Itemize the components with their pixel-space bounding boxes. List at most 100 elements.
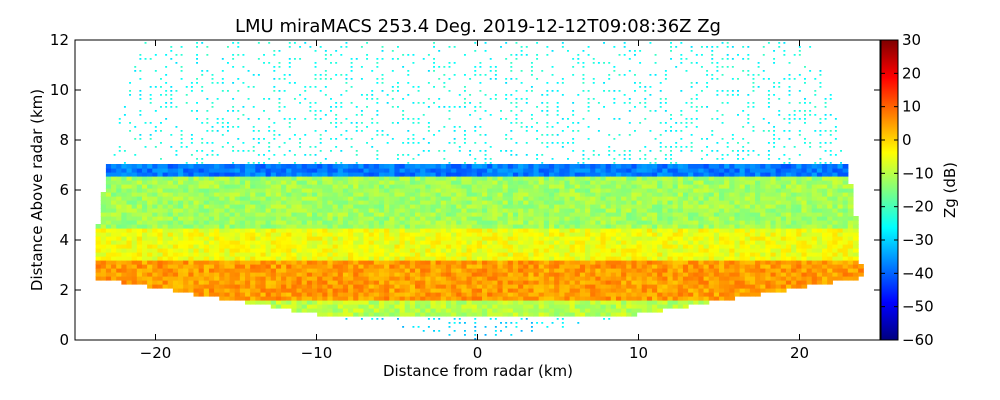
- heatmap-cell-4880: [654, 62, 657, 64]
- heatmap-cell-1583: [299, 102, 302, 104]
- heatmap-cell-3902: [546, 102, 549, 104]
- heatmap-cell-3402: [492, 176, 499, 181]
- heatmap-cell-4565: [621, 296, 627, 301]
- heatmap-cell-813: [208, 224, 215, 229]
- heatmap-cell-2672: [415, 172, 421, 177]
- heatmap-cell-2866: [438, 130, 441, 132]
- heatmap-cell-2378: [384, 216, 390, 221]
- heatmap-cell-2912: [443, 126, 446, 128]
- heatmap-cell-4139: [572, 114, 575, 116]
- heatmap-cell-957: [226, 130, 229, 132]
- heatmap-cell-1241: [260, 232, 267, 237]
- heatmap-cell-1884: [332, 260, 339, 265]
- heatmap-cell-1805: [322, 192, 329, 197]
- heatmap-cell-3835: [538, 208, 545, 213]
- heatmap-cell-1713: [314, 154, 317, 156]
- heatmap-cell-2581: [407, 118, 410, 120]
- heatmap-cell-1993: [342, 220, 349, 225]
- heatmap-cell-3894: [546, 146, 549, 148]
- heatmap-cell-2682: [422, 330, 425, 332]
- heatmap-cell-1550: [296, 280, 303, 285]
- heatmap-cell-2296: [376, 122, 379, 124]
- heatmap-cell-3433: [497, 236, 504, 241]
- heatmap-cell-781: [203, 180, 210, 185]
- heatmap-cell-4365: [595, 188, 602, 193]
- heatmap-cell-3133: [466, 244, 473, 249]
- heatmap-cell-2879: [440, 284, 447, 289]
- heatmap-cell-4834: [649, 94, 652, 96]
- heatmap-cell-2935: [445, 256, 452, 261]
- heatmap-cell-1412: [281, 284, 287, 289]
- heatmap-cell-1852: [327, 200, 334, 205]
- heatmap-cell-441: [162, 212, 169, 217]
- heatmap-cell-3681: [523, 236, 529, 241]
- heatmap-cell-1576: [296, 176, 303, 181]
- heatmap-cell-1801: [322, 208, 329, 213]
- heatmap-cell-3142: [466, 208, 473, 213]
- heatmap-cell-3452: [500, 150, 502, 152]
- heatmap-cell-3290: [482, 220, 488, 225]
- heatmap-cell-854: [214, 232, 220, 237]
- heatmap-cell-4974: [664, 74, 667, 76]
- heatmap-cell-4358: [595, 216, 602, 221]
- heatmap-cell-3598: [512, 164, 519, 169]
- heatmap-cell-1939: [337, 240, 344, 245]
- heatmap-cell-4615: [626, 284, 633, 289]
- heatmap-cell-3722: [528, 272, 535, 277]
- heatmap-cell-820: [208, 196, 215, 201]
- heatmap-cell-3220: [476, 296, 483, 301]
- heatmap-cell-1144: [250, 268, 256, 273]
- heatmap-cell-2192: [363, 180, 370, 185]
- heatmap-cell-4841: [652, 296, 658, 301]
- heatmap-cell-950: [224, 184, 231, 189]
- heatmap-cell-3678: [523, 248, 529, 253]
- heatmap-cell-1555: [296, 260, 303, 265]
- heatmap-cell-3303: [482, 168, 488, 173]
- heatmap-cell-1264: [263, 62, 265, 64]
- heatmap-cell-4130: [569, 176, 576, 181]
- heatmap-cell-3526: [507, 240, 514, 245]
- heatmap-cell-776: [203, 200, 210, 205]
- heatmap-cell-2990: [451, 240, 457, 245]
- heatmap-cell-3897: [546, 126, 549, 128]
- heatmap-cell-4462: [608, 146, 611, 148]
- heatmap-cell-1314: [270, 292, 277, 297]
- heatmap-cell-77: [111, 228, 117, 233]
- heatmap-cell-2158: [360, 46, 363, 48]
- heatmap-cell-1821: [324, 58, 327, 60]
- heatmap-cell-4924: [659, 106, 662, 108]
- heatmap-cell-3462: [502, 296, 509, 301]
- heatmap-cell-3585: [512, 216, 519, 221]
- heatmap-cell-4654: [628, 70, 631, 72]
- heatmap-cell-4041: [559, 172, 566, 177]
- heatmap-cell-90: [111, 176, 117, 181]
- heatmap-cell-1121: [245, 196, 251, 201]
- heatmap-cell-1381: [275, 216, 282, 221]
- heatmap-cell-2277: [373, 216, 380, 221]
- heatmap-cell-3544: [507, 168, 514, 173]
- heatmap-cell-3610: [515, 54, 518, 56]
- heatmap-cell-4322: [590, 180, 596, 185]
- heatmap-cell-4147: [574, 308, 581, 313]
- heatmap-cell-4629: [626, 228, 633, 233]
- heatmap-cell-3987: [554, 188, 560, 193]
- heatmap-cell-4334: [595, 312, 602, 317]
- heatmap-cell-1135: [247, 70, 250, 72]
- heatmap-cell-1950: [337, 196, 344, 201]
- heatmap-cell-1225: [260, 296, 267, 301]
- heatmap-cell-4538: [615, 228, 622, 233]
- heatmap-cell-2303: [376, 66, 379, 68]
- heatmap-cell-2293: [376, 150, 379, 152]
- heatmap-cell-1101: [245, 276, 251, 281]
- heatmap-cell-3969: [554, 260, 560, 265]
- heatmap-cell-4706: [636, 292, 643, 297]
- heatmap-cell-2258: [373, 292, 380, 297]
- heatmap-cell-1103: [245, 268, 251, 273]
- heatmap-cell-699: [196, 118, 199, 120]
- heatmap-cell-4433: [605, 268, 612, 273]
- heatmap-cell-4501: [610, 180, 617, 185]
- heatmap-cell-2589: [409, 308, 416, 313]
- heatmap-cell-1298: [265, 172, 272, 177]
- heatmap-cell-3335: [487, 240, 493, 245]
- heatmap-cell-3811: [538, 304, 545, 309]
